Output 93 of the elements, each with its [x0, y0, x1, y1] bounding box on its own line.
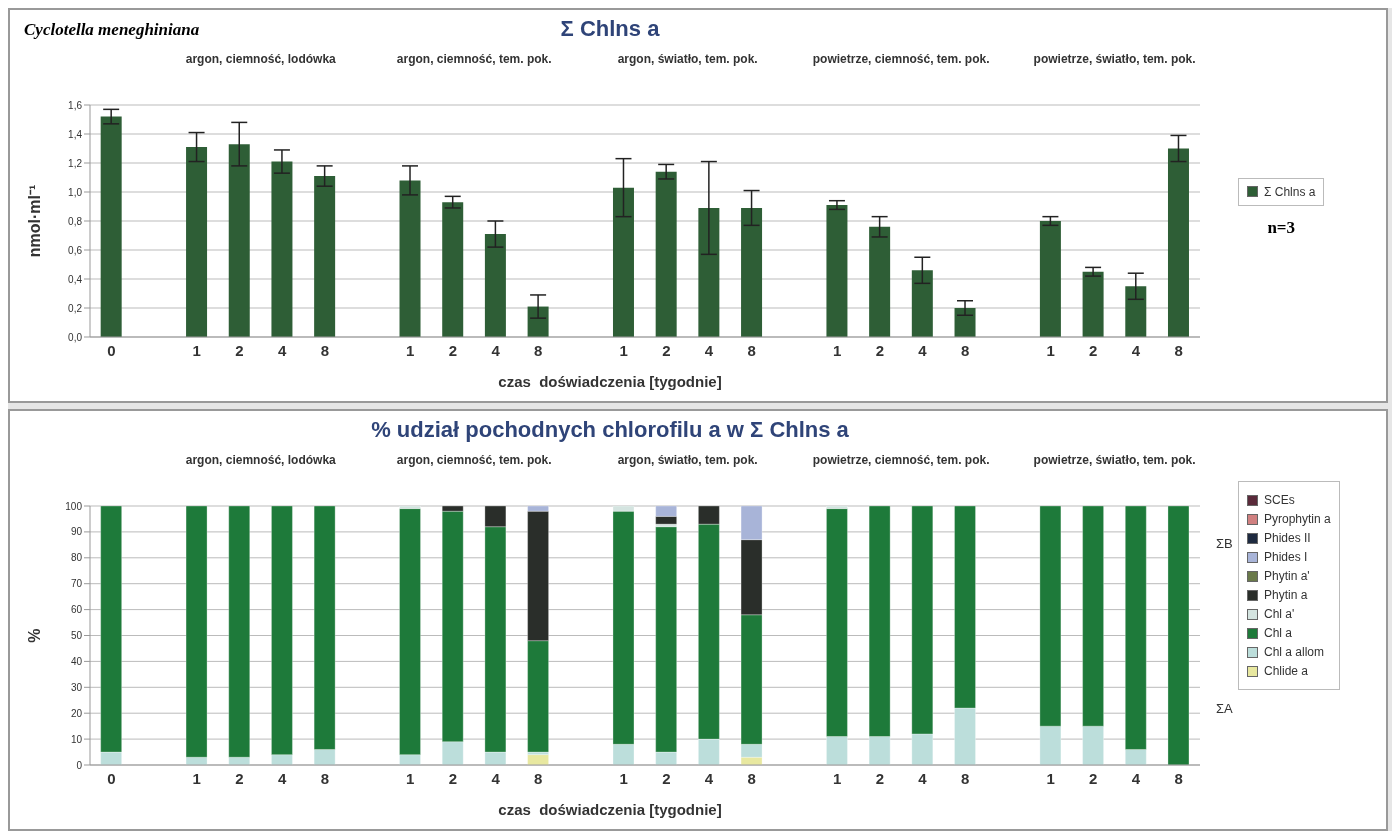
- x-tick-label: 0: [107, 341, 116, 359]
- text: ΣB: [1216, 536, 1233, 551]
- x-tick-label: 0: [107, 769, 116, 787]
- x-tick-label: 4: [918, 341, 928, 359]
- legend-label: Phytin a: [1264, 588, 1308, 602]
- legend-label: SCEs: [1264, 493, 1295, 507]
- x-tick-label: 4: [1131, 769, 1141, 787]
- y-tick-label: 1,6: [68, 99, 83, 111]
- x-tick-label: 1: [1046, 769, 1055, 787]
- y-tick-label: 0,4: [68, 273, 83, 285]
- x-tick-label: 2: [1089, 769, 1098, 787]
- y-tick-label: 0,2: [68, 302, 83, 314]
- text: powietrze, ciemność, tem. pok.: [811, 52, 991, 67]
- x-tick-label: 8: [320, 341, 329, 359]
- chart-title: % udział pochodnych chlorofilu a w Σ Chlns a: [370, 417, 850, 443]
- legend-label: Σ Chlns a: [1264, 184, 1316, 199]
- x-tick-label: 1: [1046, 341, 1055, 359]
- legend-label: Pyrophytin a: [1264, 512, 1331, 526]
- legend-label: Chl a: [1264, 626, 1293, 640]
- y-tick-label: 1,2: [68, 157, 83, 169]
- x-tick-label: 1: [619, 769, 628, 787]
- y-tick-label: 0,8: [68, 215, 83, 227]
- x-tick-label: 2: [235, 769, 244, 787]
- text: argon, światło, tem. pok.: [616, 52, 759, 67]
- y-tick-label: 0: [76, 759, 83, 771]
- y-tick-label: 0,6: [68, 244, 83, 256]
- text: argon, światło, tem. pok.: [616, 453, 759, 468]
- text: argon, ciemność, lodówka: [184, 52, 337, 67]
- x-tick-label: 4: [491, 341, 501, 359]
- text: powietrze, światło, tem. pok.: [1032, 52, 1197, 67]
- x-tick-label: 8: [534, 769, 543, 787]
- x-axis-title: czas doświadczenia [tygodnie]: [497, 373, 723, 390]
- y-tick-label: 80: [70, 552, 83, 564]
- x-tick-label: 2: [448, 769, 458, 787]
- x-tick-label: 8: [961, 341, 970, 359]
- x-tick-label: 4: [277, 341, 287, 359]
- legend-label: Phides II: [1264, 531, 1311, 545]
- x-tick-label: 1: [832, 341, 842, 359]
- chart-subtitle: Cyclotella meneghiniana: [24, 20, 200, 40]
- x-tick-label: 4: [704, 341, 714, 359]
- y-tick-label: 10: [70, 733, 83, 745]
- text: powietrze, światło, tem. pok.: [1032, 453, 1197, 468]
- text: ΣA: [1216, 701, 1233, 716]
- text: argon, ciemność, tem. pok.: [395, 453, 553, 468]
- x-tick-label: 2: [662, 769, 671, 787]
- x-tick-label: 1: [406, 769, 415, 787]
- x-tick-label: 8: [320, 769, 329, 787]
- x-tick-label: 1: [832, 769, 842, 787]
- y-axis-title: %: [25, 628, 43, 643]
- x-tick-label: 2: [875, 341, 884, 359]
- x-tick-label: 2: [235, 341, 244, 359]
- x-tick-label: 4: [491, 769, 501, 787]
- text: n=3: [1267, 217, 1296, 238]
- text: powietrze, ciemność, tem. pok.: [811, 453, 991, 468]
- x-tick-label: 8: [534, 341, 543, 359]
- legend-label: Chl a': [1264, 607, 1295, 621]
- x-tick-label: 4: [1131, 341, 1141, 359]
- x-tick-label: 1: [192, 769, 201, 787]
- x-tick-label: 2: [662, 341, 671, 359]
- x-tick-label: 8: [747, 341, 756, 359]
- y-tick-label: 70: [70, 578, 83, 590]
- y-tick-label: 40: [70, 655, 83, 667]
- x-tick-label: 2: [448, 341, 458, 359]
- y-tick-label: 0,0: [68, 331, 83, 343]
- y-tick-label: 50: [70, 630, 83, 642]
- x-tick-label: 2: [1089, 341, 1098, 359]
- x-tick-label: 8: [1174, 341, 1183, 359]
- x-tick-label: 1: [619, 341, 628, 359]
- y-tick-label: 1,0: [68, 186, 83, 198]
- text: argon, ciemność, lodówka: [184, 453, 337, 468]
- x-axis-title: czas doświadczenia [tygodnie]: [497, 801, 723, 818]
- legend-label: Phides I: [1264, 550, 1308, 564]
- legend-label: Phytin a': [1264, 569, 1310, 583]
- text: argon, ciemność, tem. pok.: [395, 52, 553, 67]
- x-tick-label: 8: [961, 769, 970, 787]
- x-tick-label: 8: [747, 769, 756, 787]
- y-tick-label: 100: [65, 500, 83, 512]
- y-tick-label: 1,4: [68, 128, 83, 140]
- x-tick-label: 2: [875, 769, 884, 787]
- chart-title: Σ Chlns a: [560, 16, 660, 41]
- y-tick-label: 30: [70, 681, 83, 693]
- x-tick-label: 1: [406, 341, 415, 359]
- legend-label: Chlide a: [1264, 664, 1309, 678]
- y-tick-label: 20: [70, 707, 83, 719]
- x-tick-label: 4: [918, 769, 928, 787]
- x-tick-label: 8: [1174, 769, 1183, 787]
- y-tick-label: 60: [70, 604, 83, 616]
- y-axis-title: nmol·ml⁻¹: [25, 184, 43, 258]
- y-tick-label: 90: [70, 526, 83, 538]
- x-tick-label: 1: [192, 341, 201, 359]
- x-tick-label: 4: [704, 769, 714, 787]
- x-tick-label: 4: [277, 769, 287, 787]
- legend-label: Chl a allom: [1264, 645, 1325, 659]
